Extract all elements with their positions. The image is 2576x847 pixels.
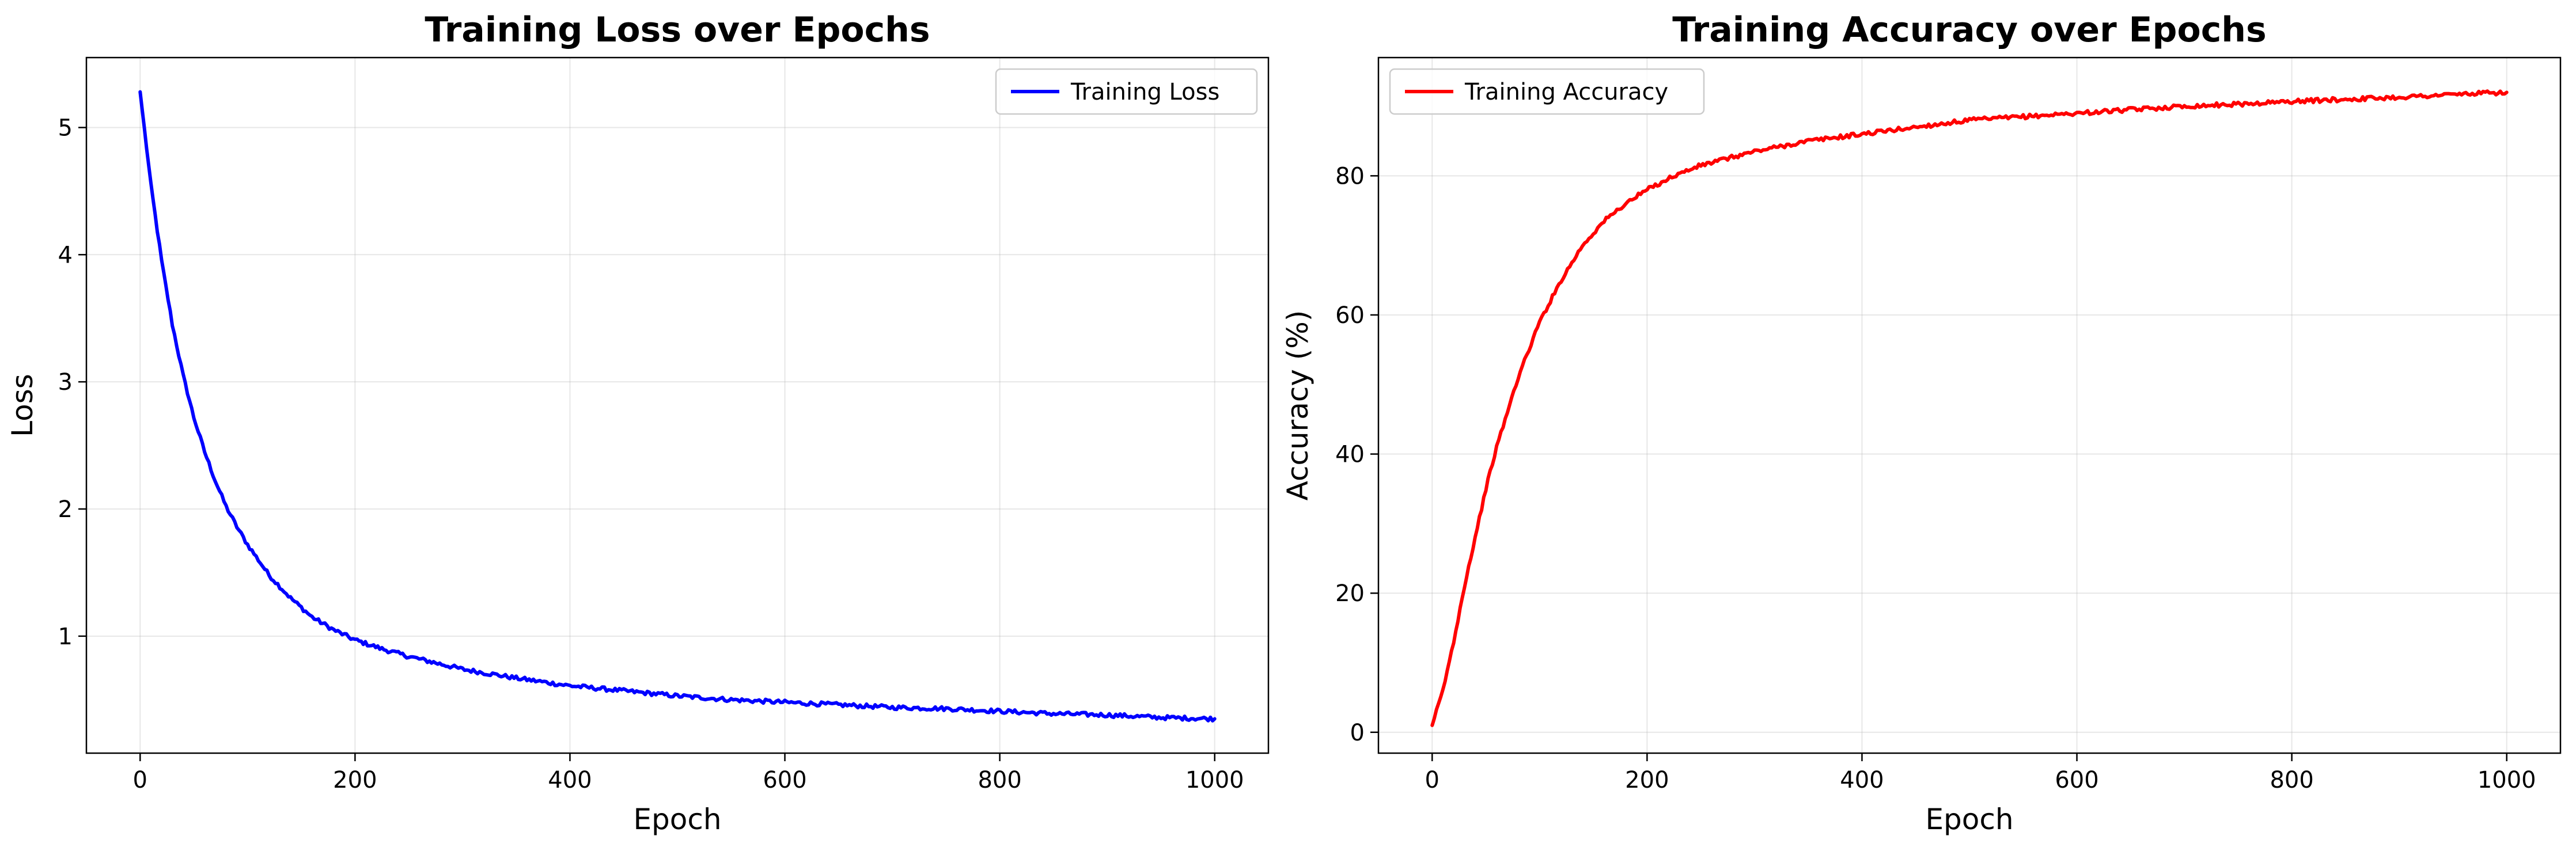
accuracy-y-tick-label-3: 60: [1335, 302, 1365, 329]
accuracy-plot-frame: [1377, 56, 2562, 754]
loss-legend: Training Loss: [995, 68, 1258, 115]
accuracy-y-tick-label-1: 20: [1335, 580, 1365, 607]
loss-y-tick-label-2: 3: [58, 369, 73, 396]
loss-series-line-0: [138, 90, 1217, 723]
accuracy-x-tick-label-0: 0: [1425, 767, 1439, 793]
accuracy-chart-title: Training Accuracy over Epochs: [1672, 10, 2266, 50]
accuracy-x-tick-label-4: 800: [2270, 767, 2313, 793]
accuracy-legend-label: Training Accuracy: [1464, 79, 1668, 105]
accuracy-x-tick-label-3: 600: [2055, 767, 2098, 793]
loss-x-tick-label-3: 600: [763, 767, 806, 793]
loss-plot-frame: [85, 56, 1270, 754]
loss-y-tick-label-3: 4: [58, 242, 73, 268]
accuracy-x-axis-label: Epoch: [1925, 803, 2013, 836]
accuracy-x-tick-label-1: 200: [1625, 767, 1669, 793]
accuracy-y-tick-label-0: 0: [1350, 720, 1365, 746]
loss-x-tick-label-4: 800: [978, 767, 1021, 793]
accuracy-chart: 0 200 400 600 800 1000 0 20 40 60 80 Training Accur…: [1281, 10, 2562, 836]
loss-legend-box: [995, 68, 1258, 115]
loss-chart-title: Training Loss over Epochs: [425, 10, 930, 50]
accuracy-series-line-0: [1430, 89, 2509, 727]
accuracy-y-axis-label: Accuracy (%): [1281, 310, 1314, 501]
loss-x-tick-label-1: 200: [333, 767, 377, 793]
accuracy-x-tick-label-2: 400: [1840, 767, 1884, 793]
accuracy-y-tick-label-2: 40: [1335, 442, 1365, 468]
loss-y-tick-label-0: 1: [58, 624, 73, 650]
loss-x-axis-label: Epoch: [633, 803, 721, 836]
loss-y-axis-label: Loss: [6, 374, 39, 437]
loss-chart: 0 200 400 600 800 1000 1 2 3 4 5 Training Loss over…: [6, 10, 1270, 836]
loss-x-tick-label-5: 1000: [1185, 767, 1244, 793]
loss-legend-label: Training Loss: [1070, 79, 1219, 105]
accuracy-legend: Training Accuracy: [1389, 68, 1705, 115]
accuracy-x-tick-label-5: 1000: [2477, 767, 2536, 793]
loss-y-tick-label-1: 2: [58, 496, 73, 523]
loss-y-tick-label-4: 5: [58, 115, 73, 141]
loss-x-tick-label-0: 0: [133, 767, 147, 793]
accuracy-y-tick-label-4: 80: [1335, 163, 1365, 189]
loss-x-tick-label-2: 400: [548, 767, 592, 793]
accuracy-legend-box: [1389, 68, 1705, 115]
